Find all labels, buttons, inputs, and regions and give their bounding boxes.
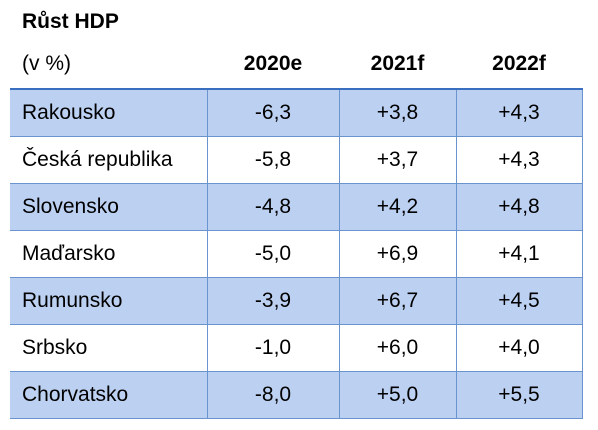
row-label: Rakousko [10,88,208,137]
cell-2021f: +6,0 [338,324,457,372]
cell-2021f: +3,7 [338,136,457,184]
cell-2022f: +4,8 [455,183,583,231]
row-label: Srbsko [10,324,208,372]
header-row: (v %) 2020e 2021f 2022f [10,40,582,89]
cell-2021f: +6,7 [338,277,457,325]
table-row: Chorvatsko -8,0 +5,0 +5,5 [10,371,583,419]
column-header-2022f: 2022f [492,52,546,75]
cell-2020e: -5,8 [206,136,340,184]
row-label: Rumunsko [10,277,208,325]
table-row: Rumunsko -3,9 +6,7 +4,5 [10,277,583,325]
cell-2020e: -8,0 [206,371,340,419]
unit-label: (v %) [22,52,71,75]
table-row: Česká republika -5,8 +3,7 +4,3 [10,136,583,184]
table-row: Rakousko -6,3 +3,8 +4,3 [10,88,583,137]
table-title: Růst HDP [22,10,119,33]
cell-2020e: -4,8 [206,183,340,231]
cell-2020e: -6,3 [206,88,340,137]
column-header-2021f: 2021f [370,52,425,75]
cell-2020e: -1,0 [206,324,340,372]
gdp-growth-table: (v %) 2020e 2021f 2022f Rakousko -6,3 +3… [10,40,583,419]
row-label: Česká republika [10,136,208,184]
table-row: Maďarsko -5,0 +6,9 +4,1 [10,230,583,278]
cell-2021f: +5,0 [338,371,457,419]
cell-2021f: +3,8 [338,88,457,137]
column-header-2020e: 2020e [243,52,303,75]
cell-2021f: +4,2 [338,183,457,231]
table-row: Slovensko -4,8 +4,2 +4,8 [10,183,583,231]
cell-2022f: +4,3 [455,136,583,184]
cell-2022f: +4,1 [455,230,583,278]
row-label: Maďarsko [10,230,208,278]
cell-2022f: +4,5 [455,277,583,325]
cell-2020e: -5,0 [206,230,340,278]
cell-2022f: +4,0 [455,324,583,372]
cell-2020e: -3,9 [206,277,340,325]
cell-2022f: +4,3 [455,88,583,137]
table-row: Srbsko -1,0 +6,0 +4,0 [10,324,583,372]
row-label: Slovensko [10,183,208,231]
row-label: Chorvatsko [10,371,208,419]
cell-2021f: +6,9 [338,230,457,278]
cell-2022f: +5,5 [455,371,583,419]
